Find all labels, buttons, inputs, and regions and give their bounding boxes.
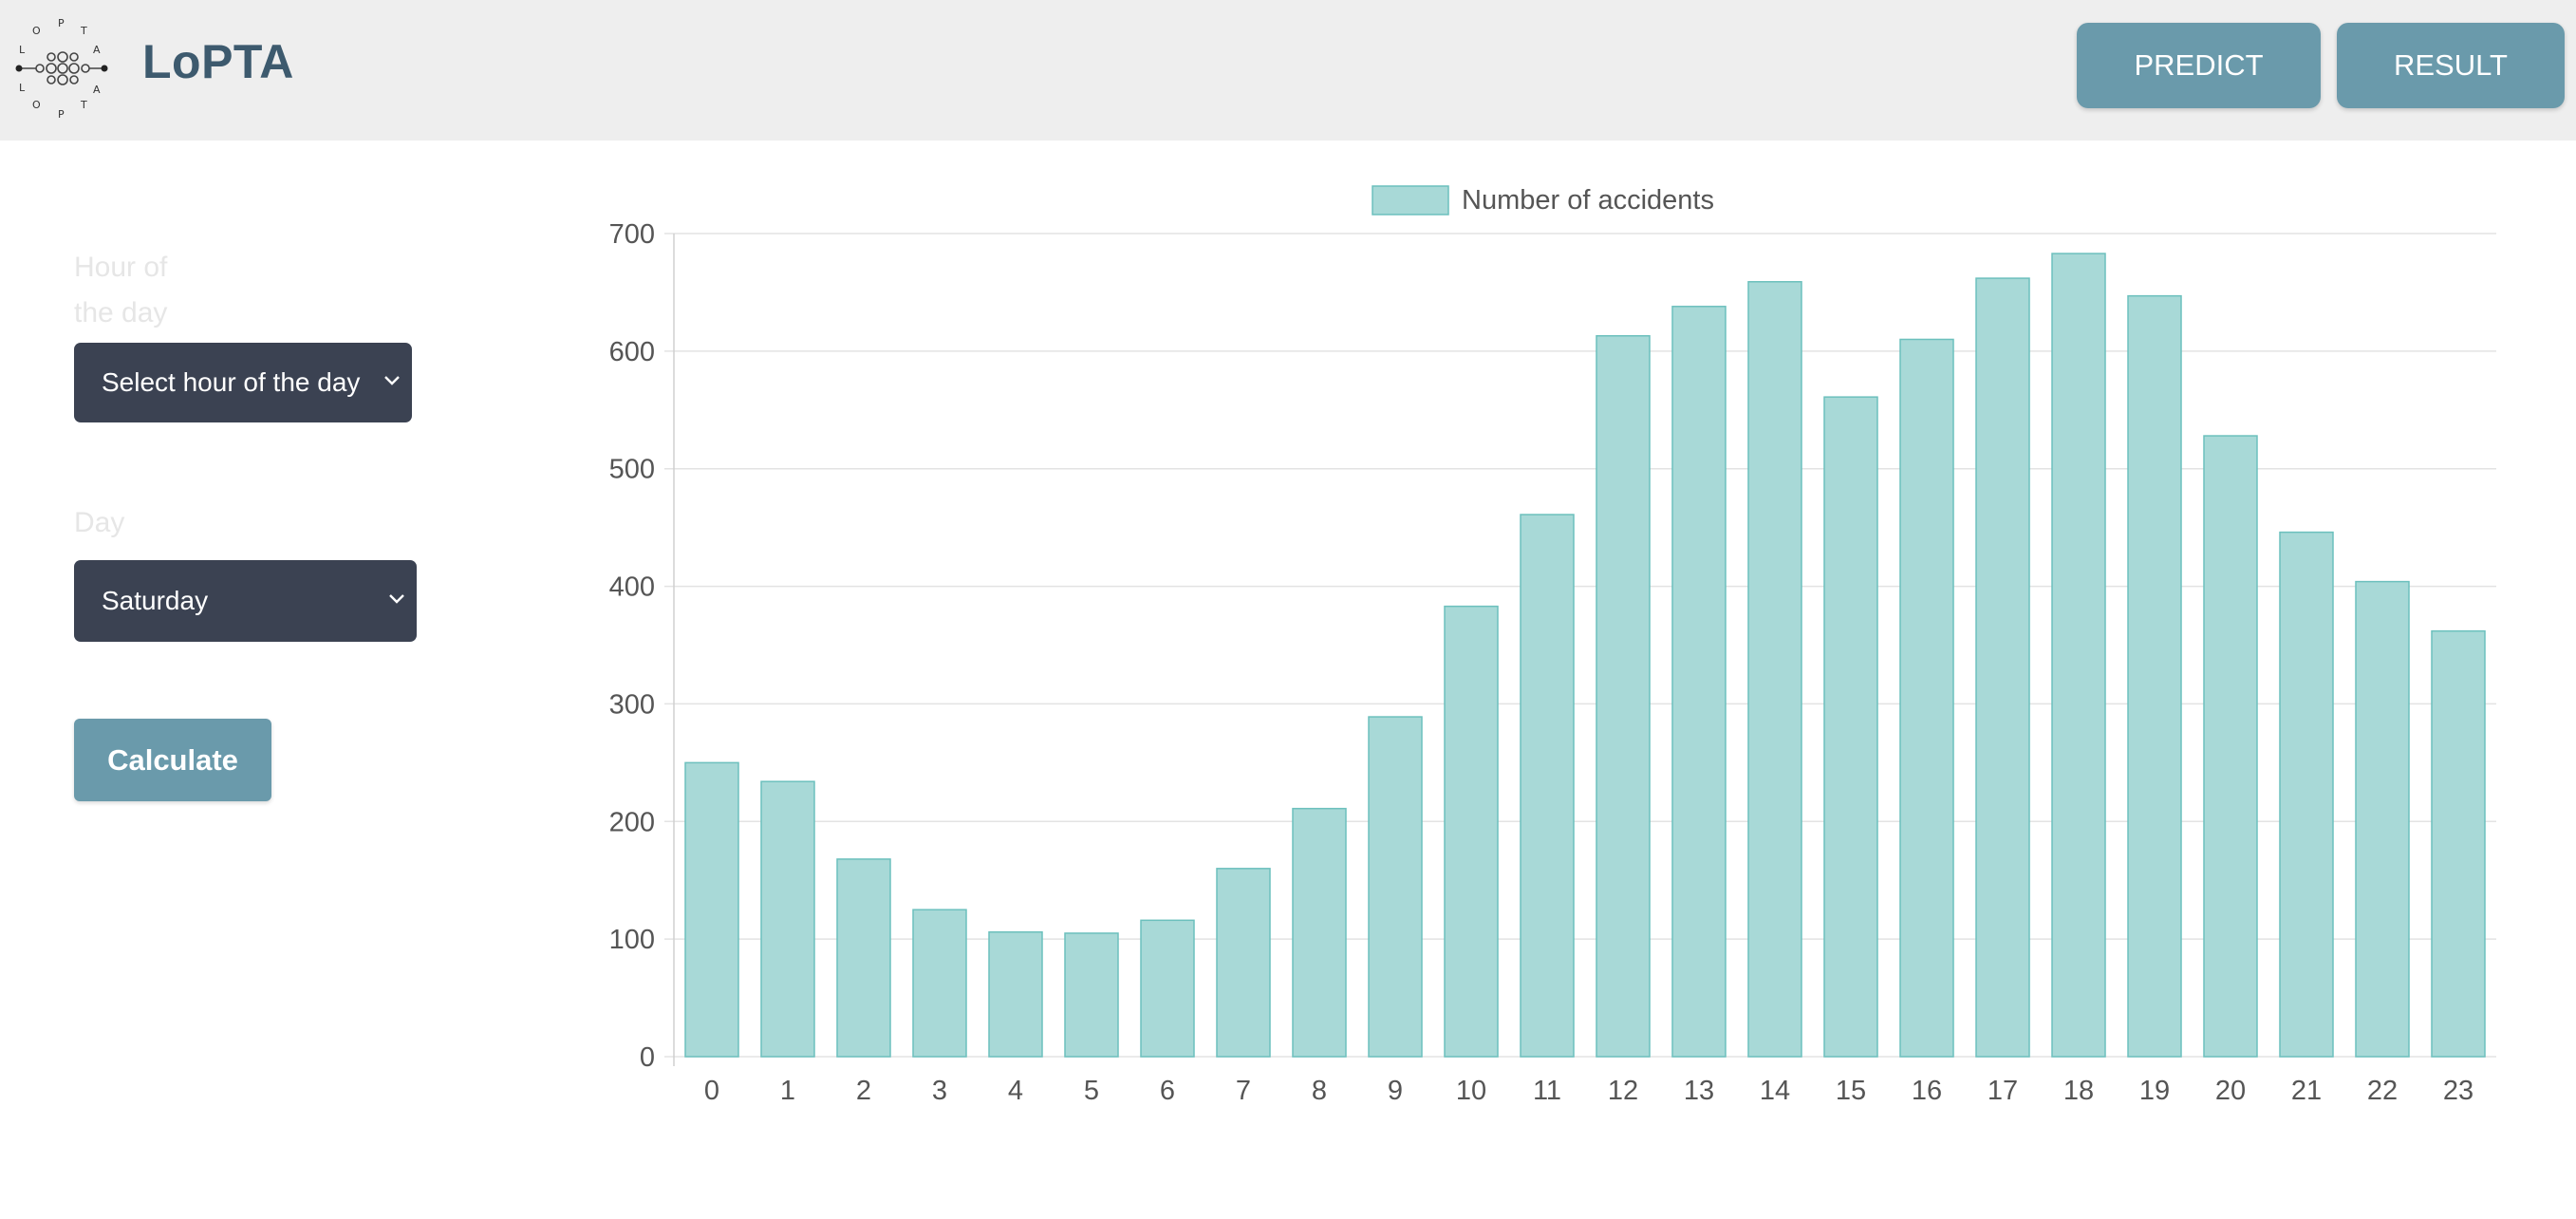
legend-swatch: [1372, 185, 1449, 216]
bar-hour-15: [1823, 396, 1878, 1058]
x-tick-label: 17: [1988, 1076, 2018, 1106]
bar-hour-21: [2279, 531, 2334, 1058]
x-tick-label: 12: [1608, 1076, 1638, 1106]
hour-select[interactable]: Select hour of the day: [74, 343, 412, 422]
x-tick-label: 4: [1008, 1076, 1023, 1106]
x-tick-label: 5: [1084, 1076, 1099, 1106]
x-tick-label: 23: [2443, 1076, 2473, 1106]
y-tick-label: 300: [609, 689, 655, 720]
day-select[interactable]: Saturday: [74, 560, 417, 642]
bar-hour-22: [2355, 580, 2410, 1058]
x-tick-label: 3: [932, 1076, 947, 1106]
x-tick-label: 14: [1760, 1076, 1790, 1106]
bar-hour-18: [2051, 253, 2106, 1058]
hour-select-value: Select hour of the day: [102, 367, 361, 397]
bar-hour-16: [1899, 338, 1954, 1058]
x-tick-label: 0: [704, 1076, 719, 1106]
y-tick-label: 500: [609, 455, 655, 485]
bar-hour-5: [1064, 932, 1119, 1058]
svg-text:A: A: [93, 84, 101, 96]
bar-hour-17: [1975, 277, 2030, 1058]
bar-hour-1: [760, 780, 815, 1058]
bar-hour-3: [912, 909, 967, 1058]
bar-hour-8: [1292, 807, 1347, 1058]
y-tick-label: 200: [609, 807, 655, 837]
x-tick-label: 10: [1456, 1076, 1486, 1106]
bar-hour-12: [1596, 335, 1651, 1058]
y-tick-label: 700: [609, 219, 655, 250]
svg-text:O: O: [32, 25, 41, 37]
x-tick-label: 20: [2215, 1076, 2246, 1106]
hour-label: Hour of the day: [74, 252, 168, 328]
bar-hour-14: [1747, 281, 1802, 1058]
x-tick-label: 18: [2063, 1076, 2094, 1106]
chevron-down-icon: [384, 376, 400, 385]
bar-hour-4: [988, 930, 1043, 1058]
svg-text:L: L: [19, 44, 26, 56]
bar-hour-10: [1444, 605, 1499, 1058]
svg-text:T: T: [80, 25, 87, 37]
bar-hour-20: [2203, 435, 2258, 1058]
svg-text:T: T: [80, 99, 87, 111]
chevron-down-icon: [389, 594, 404, 604]
brand-title: LoPTA: [142, 35, 294, 88]
bar-hour-2: [836, 858, 891, 1058]
x-tick-label: 2: [856, 1076, 871, 1106]
y-tick-label: 400: [609, 572, 655, 603]
x-tick-label: 1: [780, 1076, 795, 1106]
x-tick-label: 11: [1533, 1076, 1561, 1106]
x-tick-label: 7: [1236, 1076, 1251, 1106]
bar-hour-0: [684, 761, 739, 1058]
x-tick-label: 16: [1912, 1076, 1942, 1106]
svg-text:P: P: [58, 108, 65, 121]
bar-hour-9: [1368, 716, 1423, 1058]
x-tick-label: 19: [2139, 1076, 2170, 1106]
bar-hour-23: [2431, 629, 2486, 1058]
svg-text:O: O: [32, 99, 41, 111]
bar-hour-19: [2127, 294, 2182, 1058]
svg-text:A: A: [93, 44, 101, 56]
svg-text:L: L: [19, 82, 26, 94]
x-tick-label: 15: [1836, 1076, 1866, 1106]
y-tick-label: 600: [609, 337, 655, 367]
result-button[interactable]: RESULT: [2337, 23, 2565, 108]
predict-button[interactable]: PREDICT: [2077, 23, 2321, 108]
calculate-button[interactable]: Calculate: [74, 719, 271, 801]
top-header: P T A O L P T A O L LoPTA PREDICT RESULT: [0, 0, 2576, 141]
bar-hour-11: [1520, 514, 1575, 1058]
x-tick-label: 8: [1312, 1076, 1327, 1106]
x-tick-label: 13: [1684, 1076, 1714, 1106]
x-tick-label: 6: [1160, 1076, 1175, 1106]
x-tick-label: 21: [2291, 1076, 2322, 1106]
bar-hour-13: [1671, 306, 1727, 1058]
bar-hour-6: [1140, 919, 1195, 1058]
lopta-logo-icon[interactable]: P T A O L P T A O L: [8, 13, 118, 123]
day-label: Day: [74, 507, 125, 538]
day-select-value: Saturday: [102, 586, 209, 615]
y-tick-label: 0: [640, 1042, 655, 1073]
y-tick-label: 100: [609, 925, 655, 955]
x-tick-label: 9: [1388, 1076, 1403, 1106]
x-tick-label: 22: [2367, 1076, 2398, 1106]
svg-text:P: P: [58, 17, 65, 29]
bar-hour-7: [1216, 868, 1271, 1058]
legend-label: Number of accidents: [1462, 185, 1714, 216]
